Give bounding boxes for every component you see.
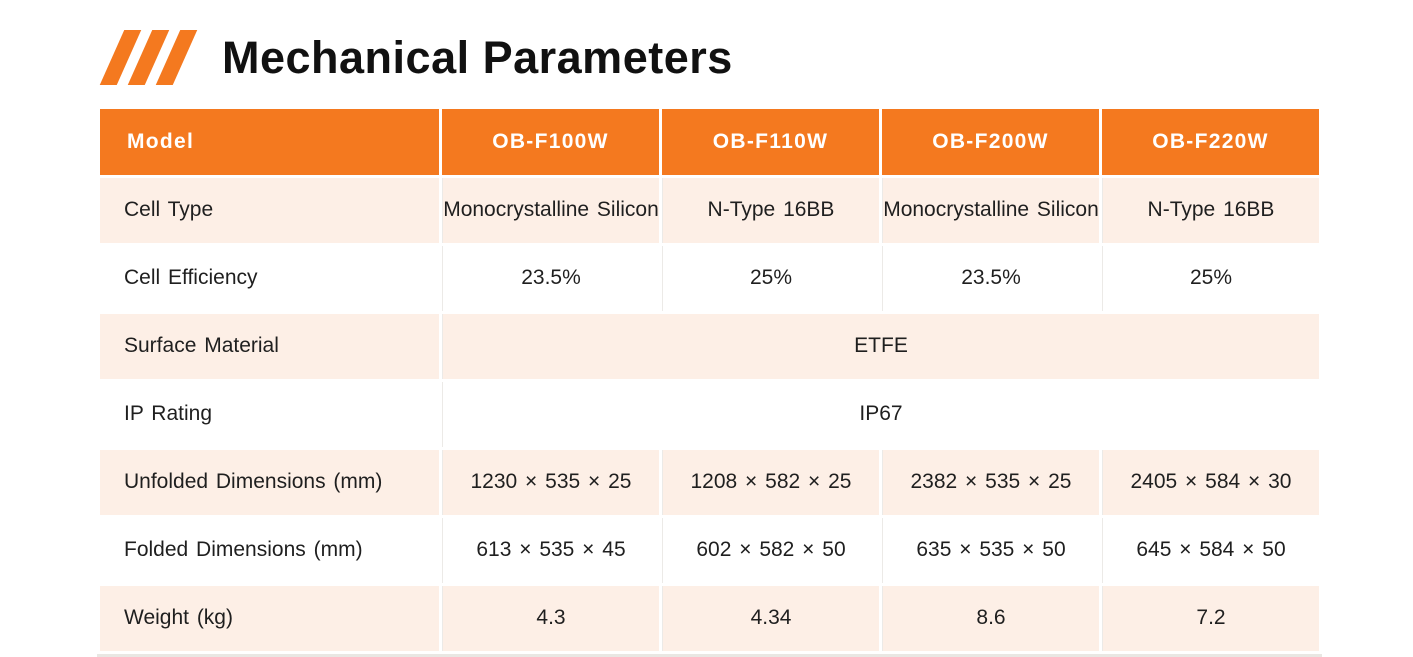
column-header-ob-f110w: OB-F110W [662,109,879,175]
cell-value: 2405 × 584 × 30 [1102,450,1319,515]
cell-value: N-Type 16BB [662,178,879,243]
cell-value: 635 × 535 × 50 [882,518,1099,583]
row-label: Weight (kg) [100,586,439,651]
cell-value: 4.34 [662,586,879,651]
row-label: Folded Dimensions (mm) [100,518,439,583]
cell-value: 4.3 [442,586,659,651]
table-zone: Model OB-F100W OB-F110W OB-F200W OB-F220… [97,106,1322,657]
cell-value: Monocrystalline Silicon [882,178,1099,243]
cell-value: 2382 × 535 × 25 [882,450,1099,515]
cell-value: 25% [1102,246,1319,311]
table-header-row: Model OB-F100W OB-F110W OB-F200W OB-F220… [100,109,1319,175]
cell-value: 25% [662,246,879,311]
row-label: Unfolded Dimensions (mm) [100,450,439,515]
row-label: Cell Type [100,178,439,243]
cell-value: 23.5% [882,246,1099,311]
cell-value: N-Type 16BB [1102,178,1319,243]
table-row-cell-type: Cell Type Monocrystalline Silicon N-Type… [100,178,1319,243]
table-row-unfolded-dimensions: Unfolded Dimensions (mm) 1230 × 535 × 25… [100,450,1319,515]
cell-value: Monocrystalline Silicon [442,178,659,243]
triple-slash-icon [99,30,198,85]
column-header-model: Model [100,109,439,175]
row-label: Surface Material [100,314,439,379]
cell-value: 1230 × 535 × 25 [442,450,659,515]
column-header-ob-f220w: OB-F220W [1102,109,1319,175]
cell-value: 645 × 584 × 50 [1102,518,1319,583]
table-row-weight: Weight (kg) 4.3 4.34 8.6 7.2 [100,586,1319,651]
title-block: Mechanical Parameters [99,30,733,85]
cell-value: 602 × 582 × 50 [662,518,879,583]
table-row-cell-efficiency: Cell Efficiency 23.5% 25% 23.5% 25% [100,246,1319,311]
column-header-ob-f200w: OB-F200W [882,109,1099,175]
page-title: Mechanical Parameters [222,32,733,83]
mechanical-parameters-table: Model OB-F100W OB-F110W OB-F200W OB-F220… [97,106,1322,654]
row-label: IP Rating [100,382,439,447]
table-row-folded-dimensions: Folded Dimensions (mm) 613 × 535 × 45 60… [100,518,1319,583]
merged-cell-value: IP67 [442,382,1319,447]
table-row-surface-material: Surface Material ETFE [100,314,1319,379]
cell-value: 23.5% [442,246,659,311]
cell-value: 1208 × 582 × 25 [662,450,879,515]
column-header-ob-f100w: OB-F100W [442,109,659,175]
cell-value: 8.6 [882,586,1099,651]
merged-cell-value: ETFE [442,314,1319,379]
cell-value: 7.2 [1102,586,1319,651]
row-label: Cell Efficiency [100,246,439,311]
cell-value: 613 × 535 × 45 [442,518,659,583]
table-row-ip-rating: IP Rating IP67 [100,382,1319,447]
table-bottom-edge [97,654,1322,657]
